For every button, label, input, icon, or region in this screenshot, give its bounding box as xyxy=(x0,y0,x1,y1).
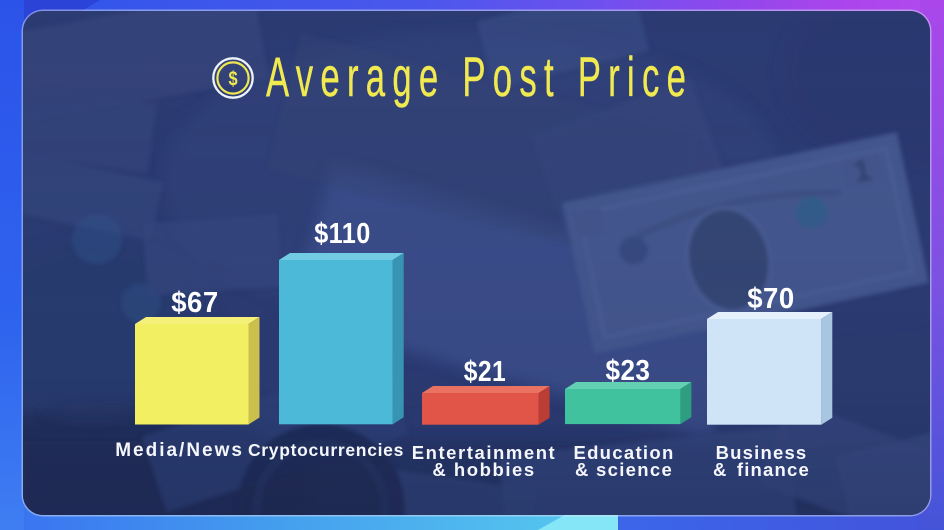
svg-text:$: $ xyxy=(228,67,237,90)
